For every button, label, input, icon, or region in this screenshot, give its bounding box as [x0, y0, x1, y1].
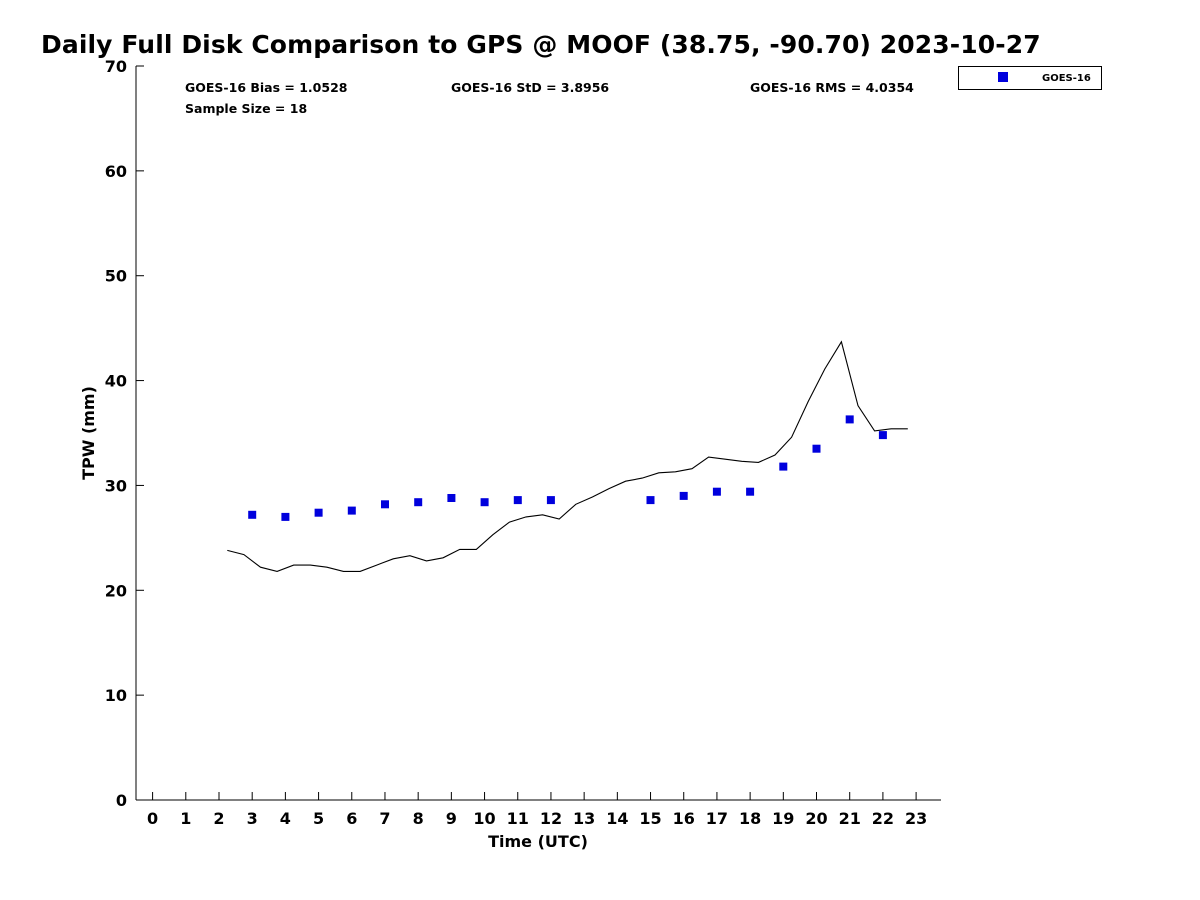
x-tick-label: 1	[180, 809, 191, 828]
goes16-data-point	[347, 506, 356, 515]
stats-annotations: GOES-16 Bias = 1.0528 GOES-16 StD = 3.89…	[185, 80, 914, 116]
goes16-data-point	[845, 415, 854, 424]
gps-line-layer	[227, 340, 908, 572]
y-tick-label: 40	[105, 372, 127, 391]
x-tick-label: 0	[147, 809, 158, 828]
goes16-data-point	[381, 500, 389, 509]
goes16-data-point	[679, 491, 688, 500]
y-tick-label: 0	[116, 791, 127, 810]
legend-box	[958, 66, 1102, 90]
goes16-data-point	[447, 494, 456, 502]
goes16-data-point	[878, 431, 887, 440]
x-axis-label: Time (UTC)	[488, 832, 588, 851]
goes16-data-point	[746, 487, 755, 496]
goes-points-layer	[248, 415, 887, 521]
y-tick-label: 50	[105, 267, 127, 286]
stat-rms: GOES-16 RMS = 4.0354	[750, 80, 914, 95]
goes16-data-point	[480, 498, 489, 507]
x-tick-label: 3	[247, 809, 258, 828]
goes16-data-point	[812, 444, 821, 453]
x-tick-label: 21	[839, 809, 861, 828]
x-tick-label: 18	[739, 809, 761, 828]
goes16-data-point	[314, 508, 323, 517]
y-tick-label: 60	[105, 162, 127, 181]
x-tick-label: 16	[673, 809, 695, 828]
x-tick-label: 10	[473, 809, 495, 828]
x-tick-label: 15	[639, 809, 661, 828]
chart-title: Daily Full Disk Comparison to GPS @ MOOF…	[41, 30, 1041, 59]
goes16-data-point	[712, 487, 721, 496]
x-tick-label: 23	[905, 809, 927, 828]
goes16-data-point	[546, 496, 555, 505]
y-tick-label: 10	[105, 686, 127, 705]
stat-bias: GOES-16 Bias = 1.0528	[185, 80, 347, 95]
x-tick-label: 17	[706, 809, 728, 828]
x-tick-label: 9	[446, 809, 457, 828]
goes16-data-point	[646, 496, 655, 505]
y-tick-label: 20	[105, 581, 127, 600]
x-tick-label: 13	[573, 809, 595, 828]
x-tick-label: 22	[872, 809, 894, 828]
goes16-data-point	[513, 496, 522, 505]
x-tick-label: 11	[507, 809, 529, 828]
goes16-data-point	[779, 462, 788, 471]
x-tick-label: 7	[379, 809, 390, 828]
x-tick-label: 6	[346, 809, 357, 828]
x-tick-label: 2	[213, 809, 224, 828]
legend-label-goes16: GOES-16	[1042, 73, 1091, 84]
y-tick-label: 30	[105, 476, 127, 495]
goes16-data-point	[414, 498, 423, 507]
stat-sample-size: Sample Size = 18	[185, 101, 307, 116]
goes16-data-point	[281, 512, 290, 521]
x-tick-label: 4	[280, 809, 291, 828]
x-tick-label: 12	[540, 809, 562, 828]
x-tick-label: 20	[805, 809, 827, 828]
legend: GOES-16	[958, 66, 1102, 90]
legend-marker	[998, 72, 1008, 82]
x-tick-label: 8	[413, 809, 424, 828]
goes16-data-point	[248, 510, 257, 519]
gps-tpw-line	[227, 340, 908, 572]
y-tick-label: 70	[105, 57, 127, 76]
y-axis-label: TPW (mm)	[79, 386, 98, 480]
stat-std: GOES-16 StD = 3.8956	[451, 80, 609, 95]
x-tick-label: 5	[313, 809, 324, 828]
x-tick-label: 14	[606, 809, 628, 828]
x-tick-label: 19	[772, 809, 794, 828]
